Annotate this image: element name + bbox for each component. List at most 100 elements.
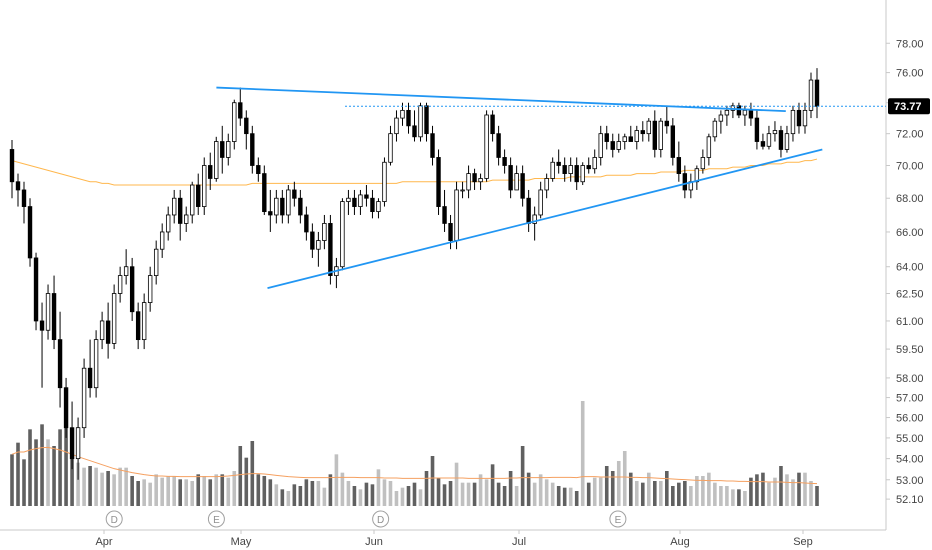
volume-bar [659, 481, 663, 506]
candle-body [256, 165, 261, 174]
volume-layer [10, 401, 819, 506]
volume-bar [556, 486, 561, 506]
y-tick-label: 56.00 [896, 413, 924, 425]
volume-moving-average-line [11, 446, 818, 485]
volume-bar [779, 466, 783, 506]
candle-body [280, 197, 285, 216]
event-marker-glyph: D [111, 515, 118, 526]
candle-body [592, 157, 597, 170]
event-marker-ring [609, 510, 627, 528]
volume-bar [436, 477, 441, 506]
volume-bar [412, 482, 417, 506]
volume-bar [298, 486, 303, 506]
candle-body [244, 117, 249, 135]
candle-body [496, 133, 501, 158]
event-marker-glyph: E [615, 515, 622, 526]
candle-body [57, 339, 63, 389]
candle-body [388, 133, 393, 163]
candle-body [111, 293, 117, 344]
candle-body [406, 109, 411, 127]
volume-bar [749, 477, 753, 506]
volume-bar [268, 479, 273, 506]
candle-body [748, 109, 754, 119]
volume-bar [580, 401, 585, 506]
volume-bar [256, 474, 261, 506]
candle-body [628, 136, 633, 142]
volume-bar [118, 467, 122, 506]
volume-bar [809, 481, 813, 506]
candle-body [502, 157, 507, 166]
candles-layer [9, 68, 820, 480]
volume-bar [610, 471, 615, 506]
volume-bar [418, 489, 423, 506]
candle-body [184, 214, 189, 224]
volume-bar [280, 489, 285, 506]
volume-bar [328, 474, 333, 506]
candle-body [460, 189, 465, 192]
volume-bar [76, 462, 80, 506]
x-tick-label: Jun [365, 536, 383, 548]
volume-bar [226, 477, 231, 506]
candle-body [568, 165, 573, 174]
volume-bar [136, 481, 140, 506]
candle-body [286, 189, 291, 216]
volume-bar [370, 484, 375, 506]
candle-body [664, 120, 670, 127]
candle-body [640, 130, 645, 135]
volume-bar [508, 471, 513, 506]
volume-ma-layer [11, 446, 818, 485]
candle-body [484, 114, 489, 179]
y-tick-label: 72.00 [896, 129, 924, 141]
event-marker-ring [372, 510, 390, 528]
volume-bar [10, 454, 14, 506]
volume-bar [16, 442, 20, 506]
volume-bar [202, 476, 207, 506]
volume-bar [334, 454, 339, 506]
volume-bar [592, 477, 597, 506]
candle-body [814, 79, 820, 107]
volume-bar [671, 486, 675, 506]
volume-bar [472, 482, 477, 506]
volume-bar [785, 474, 789, 506]
volume-bar [616, 461, 621, 506]
candle-body [442, 206, 447, 224]
volume-bar [598, 477, 603, 506]
last-price-badge: 73.77 [888, 98, 930, 115]
volume-bar [478, 474, 483, 506]
volume-bar [106, 471, 110, 506]
candle-body [87, 367, 93, 389]
y-tick-label: 52.10 [896, 494, 924, 506]
volume-bar [689, 486, 693, 506]
volume-bar [640, 482, 645, 506]
candle-body [376, 201, 381, 212]
volume-bar [502, 486, 507, 506]
candle-body [171, 197, 177, 216]
volume-bar [94, 467, 98, 506]
candle-body [712, 120, 718, 138]
candle-body [472, 173, 477, 183]
candle-body [652, 120, 657, 150]
y-axis-ticks: 78.0076.0074.0072.0070.0068.0066.0064.00… [886, 38, 924, 506]
candle-body [27, 206, 33, 259]
candle-body [760, 141, 766, 147]
volume-bar [154, 474, 158, 506]
volume-bar [586, 482, 591, 506]
volume-bar [737, 489, 741, 506]
volume-bar [346, 481, 351, 506]
candle-body [45, 293, 51, 331]
candle-body [706, 136, 712, 158]
volume-bar [532, 482, 537, 506]
volume-bar [490, 464, 495, 506]
candle-body [15, 181, 21, 191]
y-tick-label: 61.00 [896, 316, 924, 328]
candle-body [274, 197, 279, 216]
x-tick-label: Jul [512, 536, 526, 548]
candle-body [178, 197, 183, 224]
candle-body [634, 130, 639, 142]
candle-body [610, 141, 615, 150]
candle-body [562, 165, 567, 174]
volume-bar [538, 474, 543, 506]
volume-bar [628, 472, 633, 506]
candle-body [135, 311, 141, 341]
